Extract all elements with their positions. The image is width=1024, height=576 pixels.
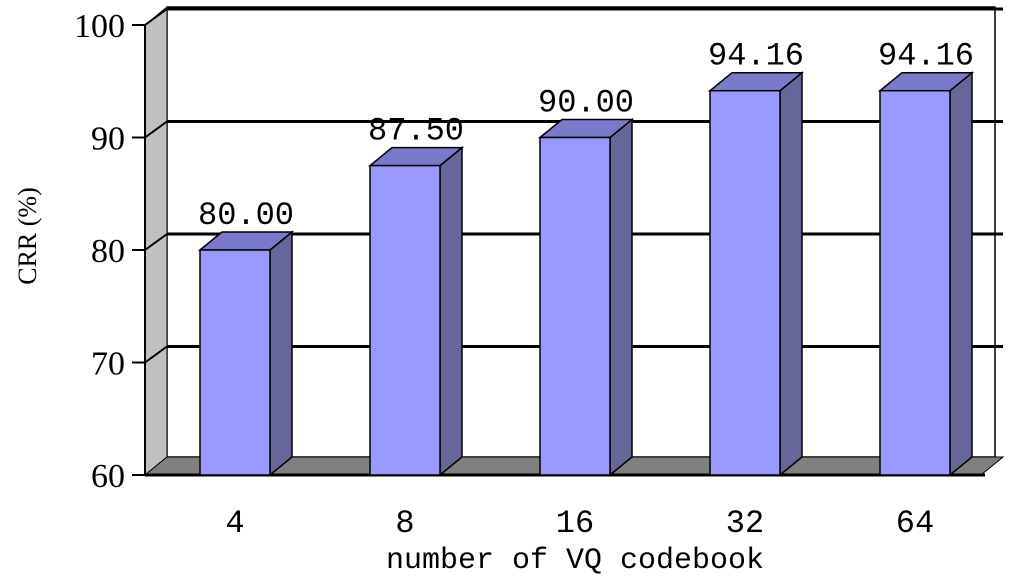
bar-4 [197,230,295,477]
bar-front [879,89,951,476]
y-tick-label: 90 [91,121,125,158]
data-label-64: 94.16 [878,38,974,75]
gridline-side [144,233,168,251]
bar-front [199,249,271,476]
bar-side [269,230,293,477]
bar-front [369,164,441,476]
bars [197,71,975,477]
data-labels: 80.00 87.50 90.00 94.16 94.16 [198,38,974,234]
y-tick-label: 70 [91,346,125,383]
gridline-side [144,8,168,26]
y-axis-ticks: 60 70 80 90 100 [74,8,146,495]
x-axis-title: number of VQ codebook [386,544,764,576]
bar-16 [537,117,635,477]
x-tick-label: 32 [726,505,764,542]
x-tick-label: 4 [225,505,244,542]
data-label-8: 87.50 [368,113,464,150]
data-label-4: 80.00 [198,197,294,234]
bar-front [709,89,781,476]
data-label-16: 90.00 [538,85,634,122]
x-axis-ticks: 4 8 16 32 64 [225,505,934,542]
x-tick-label: 64 [896,505,934,542]
bar-side [779,71,803,477]
x-tick-label: 16 [556,505,594,542]
bar-64 [877,71,975,477]
gridline-side [144,345,168,364]
bar-8 [367,146,465,477]
data-label-32: 94.16 [708,38,804,75]
bar-side [949,71,973,477]
y-tick-label: 60 [91,458,125,495]
bar-32 [707,71,805,477]
bar-side [609,117,633,477]
bar-front [539,136,611,476]
bar-side [439,146,463,477]
y-tick-label: 100 [74,8,125,45]
gridline-side [144,120,168,139]
y-axis-title: CRR (%) [13,187,42,285]
y-tick-label: 80 [91,233,125,270]
x-tick-label: 8 [395,505,414,542]
